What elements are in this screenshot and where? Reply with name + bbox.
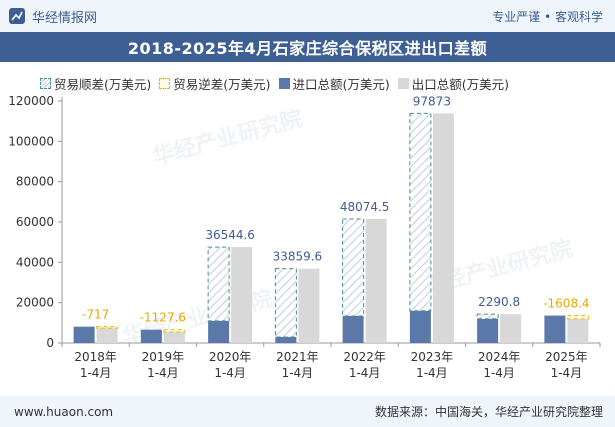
brand-name: 华经情报网	[32, 10, 98, 26]
footer-website: www.huaon.com	[14, 404, 114, 419]
brand-logo-icon	[9, 8, 25, 24]
legend-label-deficit: 贸易逆差(万美元)	[173, 77, 271, 92]
x-tick-label: 2022年 1-4月	[343, 350, 386, 380]
chart-title: 2018-2025年4月石家庄综合保税区进出口差额	[0, 32, 615, 62]
legend-item-export: 出口总额(万美元)	[397, 74, 510, 93]
import-bar	[409, 310, 431, 343]
deficit-bar	[96, 326, 119, 329]
export-bar	[500, 314, 522, 343]
import-bar	[477, 318, 499, 343]
x-tick-label: 2024年 1-4月	[478, 350, 521, 380]
export-bar	[163, 331, 185, 343]
import-bar	[140, 329, 162, 343]
slogan: 专业严谨 • 客观科学	[492, 9, 603, 24]
legend-item-surplus: 贸易顺差(万美元)	[40, 74, 151, 93]
import-bar	[275, 336, 297, 343]
deficit-bar	[566, 315, 589, 320]
import-bar	[73, 326, 95, 343]
export-bar	[298, 268, 320, 343]
y-tick-label: 80000	[16, 175, 54, 189]
deficit-bar	[163, 329, 186, 333]
y-tick-label: 20000	[16, 296, 54, 310]
footer-source: 数据来源：中国海关，华经产业研究院整理	[374, 405, 603, 419]
y-tick-label: 60000	[16, 215, 54, 229]
legend: 贸易顺差(万美元) 贸易逆差(万美元) 进口总额(万美元) 出口总额(万美元)	[40, 74, 509, 93]
legend-item-deficit: 贸易逆差(万美元)	[159, 74, 271, 93]
surplus-bar	[342, 218, 365, 317]
export-bar	[231, 247, 253, 343]
top-bar: 华经情报网 专业严谨 • 客观科学	[0, 0, 615, 32]
surplus-bar	[207, 246, 230, 322]
brand: 华经情报网	[8, 7, 97, 26]
balance-data-label: 2290.8	[478, 295, 520, 309]
surplus-bar	[274, 268, 297, 338]
legend-swatch-import	[278, 78, 290, 89]
surplus-bar	[476, 313, 499, 320]
y-tick-label: 120000	[8, 94, 54, 108]
legend-label-export: 出口总额(万美元)	[411, 77, 510, 92]
x-tick-label: 2021年 1-4月	[276, 350, 319, 380]
balance-data-label: -1608.4	[543, 297, 589, 311]
balance-data-label: -1127.6	[140, 311, 186, 325]
x-tick-label: 2025年 1-4月	[545, 350, 588, 380]
export-bar	[567, 318, 589, 343]
y-tick-label: 0	[46, 336, 54, 350]
balance-data-label: 36544.6	[205, 228, 255, 242]
footer: www.huaon.com 数据来源：中国海关，华经产业研究院整理	[0, 396, 615, 427]
balance-data-label: 33859.6	[273, 250, 323, 264]
export-bar	[365, 219, 387, 343]
legend-label-import: 进口总额(万美元)	[292, 77, 390, 92]
surplus-bar	[409, 112, 432, 312]
y-tick-label: 100000	[8, 134, 54, 148]
y-tick-label: 40000	[16, 255, 54, 269]
legend-swatch-export	[397, 78, 409, 89]
x-tick-label: 2020年 1-4月	[209, 350, 252, 380]
legend-swatch-deficit	[159, 78, 171, 89]
balance-data-label: 97873	[413, 94, 451, 108]
export-bar	[96, 328, 118, 343]
export-bar	[432, 113, 454, 344]
legend-item-import: 进口总额(万美元)	[278, 74, 390, 93]
bar-chart: 0 20000 40000 60000 80000 100000 120000 2018年 1-…	[8, 94, 601, 380]
x-tick-label: 2023年 1-4月	[411, 350, 454, 380]
legend-label-surplus: 贸易顺差(万美元)	[54, 77, 152, 92]
balance-data-label: -717	[82, 308, 109, 322]
x-tick-label: 2018年 1-4月	[74, 350, 117, 380]
import-bar	[544, 315, 566, 343]
import-bar	[208, 320, 230, 343]
legend-swatch-surplus	[40, 78, 51, 89]
import-bar	[342, 315, 364, 343]
x-tick-label: 2019年 1-4月	[142, 350, 185, 380]
balance-data-label: 48074.5	[340, 200, 390, 214]
